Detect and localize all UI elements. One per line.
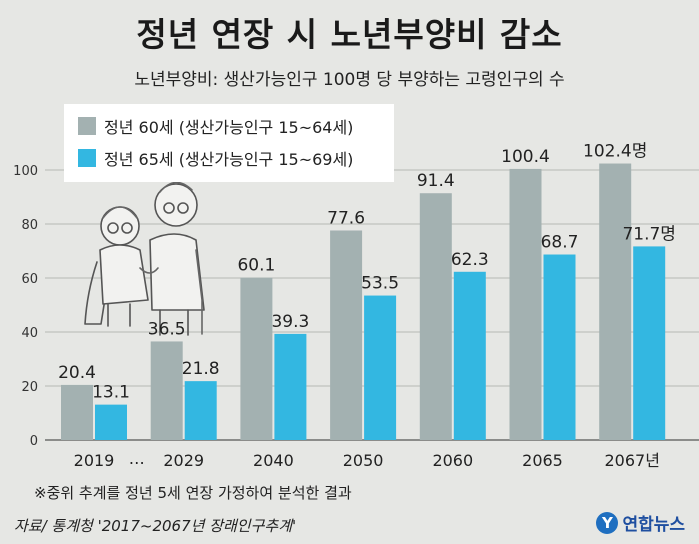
x-tick-label: 2050 (343, 451, 384, 470)
x-tick-label: 2065 (522, 451, 563, 470)
bar-series2 (633, 246, 666, 440)
data-label-series2: 13.1 (92, 383, 130, 403)
axis-ellipsis: … (129, 449, 145, 468)
x-tick-label: 2029 (163, 451, 204, 470)
chart-legend: 정년 60세 (생산가능인구 15~64세) 정년 65세 (생산가능인구 15… (64, 104, 394, 182)
y-tick-label: 60 (21, 272, 38, 287)
data-label-series1: 20.4 (58, 363, 96, 383)
x-tick-label: 2040 (253, 451, 294, 470)
footnote: ※중위 추계를 정년 5세 연장 가정하여 분석한 결과 (34, 484, 352, 502)
brand-logo: Y 연합뉴스 (596, 510, 685, 535)
bar-series2 (364, 295, 397, 440)
x-tick-label: 2067년 (604, 451, 659, 470)
data-label-series1: 60.1 (237, 256, 275, 276)
data-label-series2: 71.7명 (622, 224, 676, 244)
bar-series2 (95, 404, 127, 440)
data-label-series2: 62.3 (451, 250, 489, 270)
data-label-series2: 68.7 (541, 233, 579, 253)
chart-subtitle: 노년부양비: 생산가능인구 100명 당 부양하는 고령인구의 수 (134, 70, 565, 90)
legend-item-series1: 정년 60세 (생산가능인구 15~64세) (78, 114, 353, 138)
bar-series1 (240, 277, 273, 440)
elderly-couple-illustration (84, 181, 205, 336)
y-tick-label: 0 (30, 434, 38, 449)
legend-swatch-series2 (78, 149, 96, 167)
bar-series2 (543, 254, 576, 440)
y-tick-label: 100 (13, 164, 38, 179)
x-tick-label: 2019 (74, 451, 115, 470)
legend-label-series1: 정년 60세 (생산가능인구 15~64세) (104, 118, 354, 137)
legend-label-series2: 정년 65세 (생산가능인구 15~69세) (104, 150, 354, 169)
data-label-series1: 77.6 (327, 208, 365, 228)
bar-series1 (419, 193, 452, 440)
legend-item-series2: 정년 65세 (생산가능인구 15~69세) (78, 146, 353, 170)
data-label-series1: 100.4 (501, 147, 550, 167)
y-tick-label: 20 (21, 380, 38, 395)
data-label-series2: 39.3 (271, 312, 309, 332)
yonhap-logo-icon: Y (596, 511, 619, 534)
x-tick-label: 2060 (432, 451, 473, 470)
y-tick-label: 80 (21, 218, 38, 233)
bar-series1 (330, 230, 363, 440)
bar-series1 (150, 341, 183, 440)
bar-series1 (599, 163, 632, 440)
source-credit: 자료/ 통계청 '2017~2067년 장래인구추계' (14, 517, 297, 535)
data-label-series1: 36.5 (148, 319, 186, 339)
data-label-series2: 53.5 (361, 274, 399, 294)
legend-swatch-series1 (78, 117, 96, 135)
data-label-series1: 91.4 (417, 171, 455, 191)
data-label-series1: 102.4명 (583, 142, 647, 162)
bar-series2 (453, 271, 486, 440)
bar-series2 (184, 381, 217, 440)
bar-series1 (61, 384, 93, 440)
brand-name: 연합뉴스 (622, 515, 685, 535)
data-label-series2: 21.8 (182, 359, 220, 379)
bar-series2 (274, 333, 307, 440)
y-tick-label: 40 (21, 326, 38, 341)
chart-title: 정년 연장 시 노년부양비 감소 (136, 15, 563, 54)
bar-series1 (509, 168, 542, 441)
